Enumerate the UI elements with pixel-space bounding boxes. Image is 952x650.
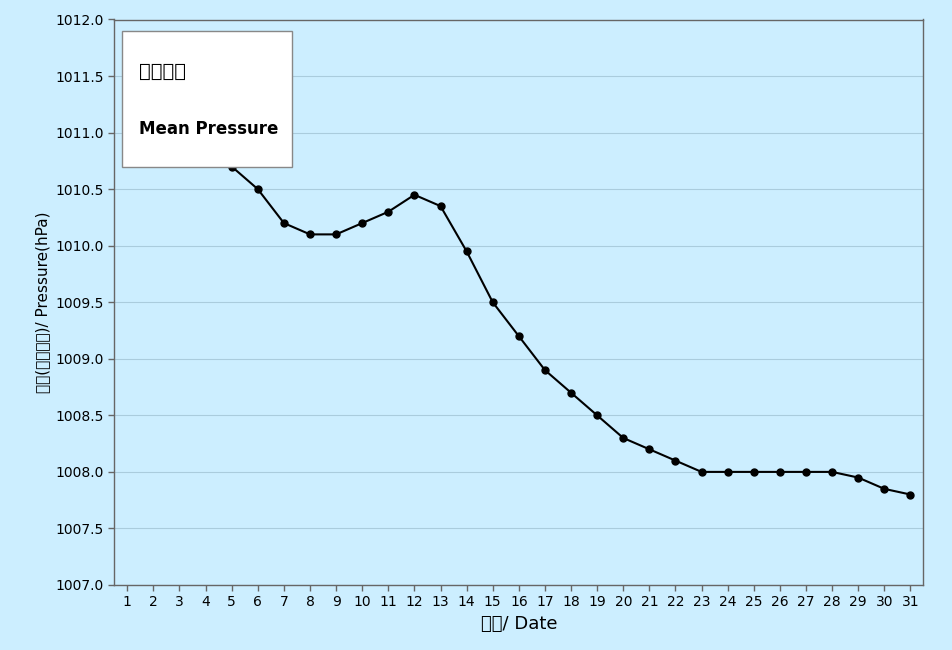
- X-axis label: 日期/ Date: 日期/ Date: [481, 615, 557, 633]
- Text: 平均氣壓: 平均氣壓: [139, 62, 186, 81]
- Bar: [122, 31, 292, 166]
- Y-axis label: 氣壓(百帕斯卡)/ Pressure(hPa): 氣壓(百帕斯卡)/ Pressure(hPa): [35, 211, 50, 393]
- Text: Mean Pressure: Mean Pressure: [139, 120, 278, 138]
